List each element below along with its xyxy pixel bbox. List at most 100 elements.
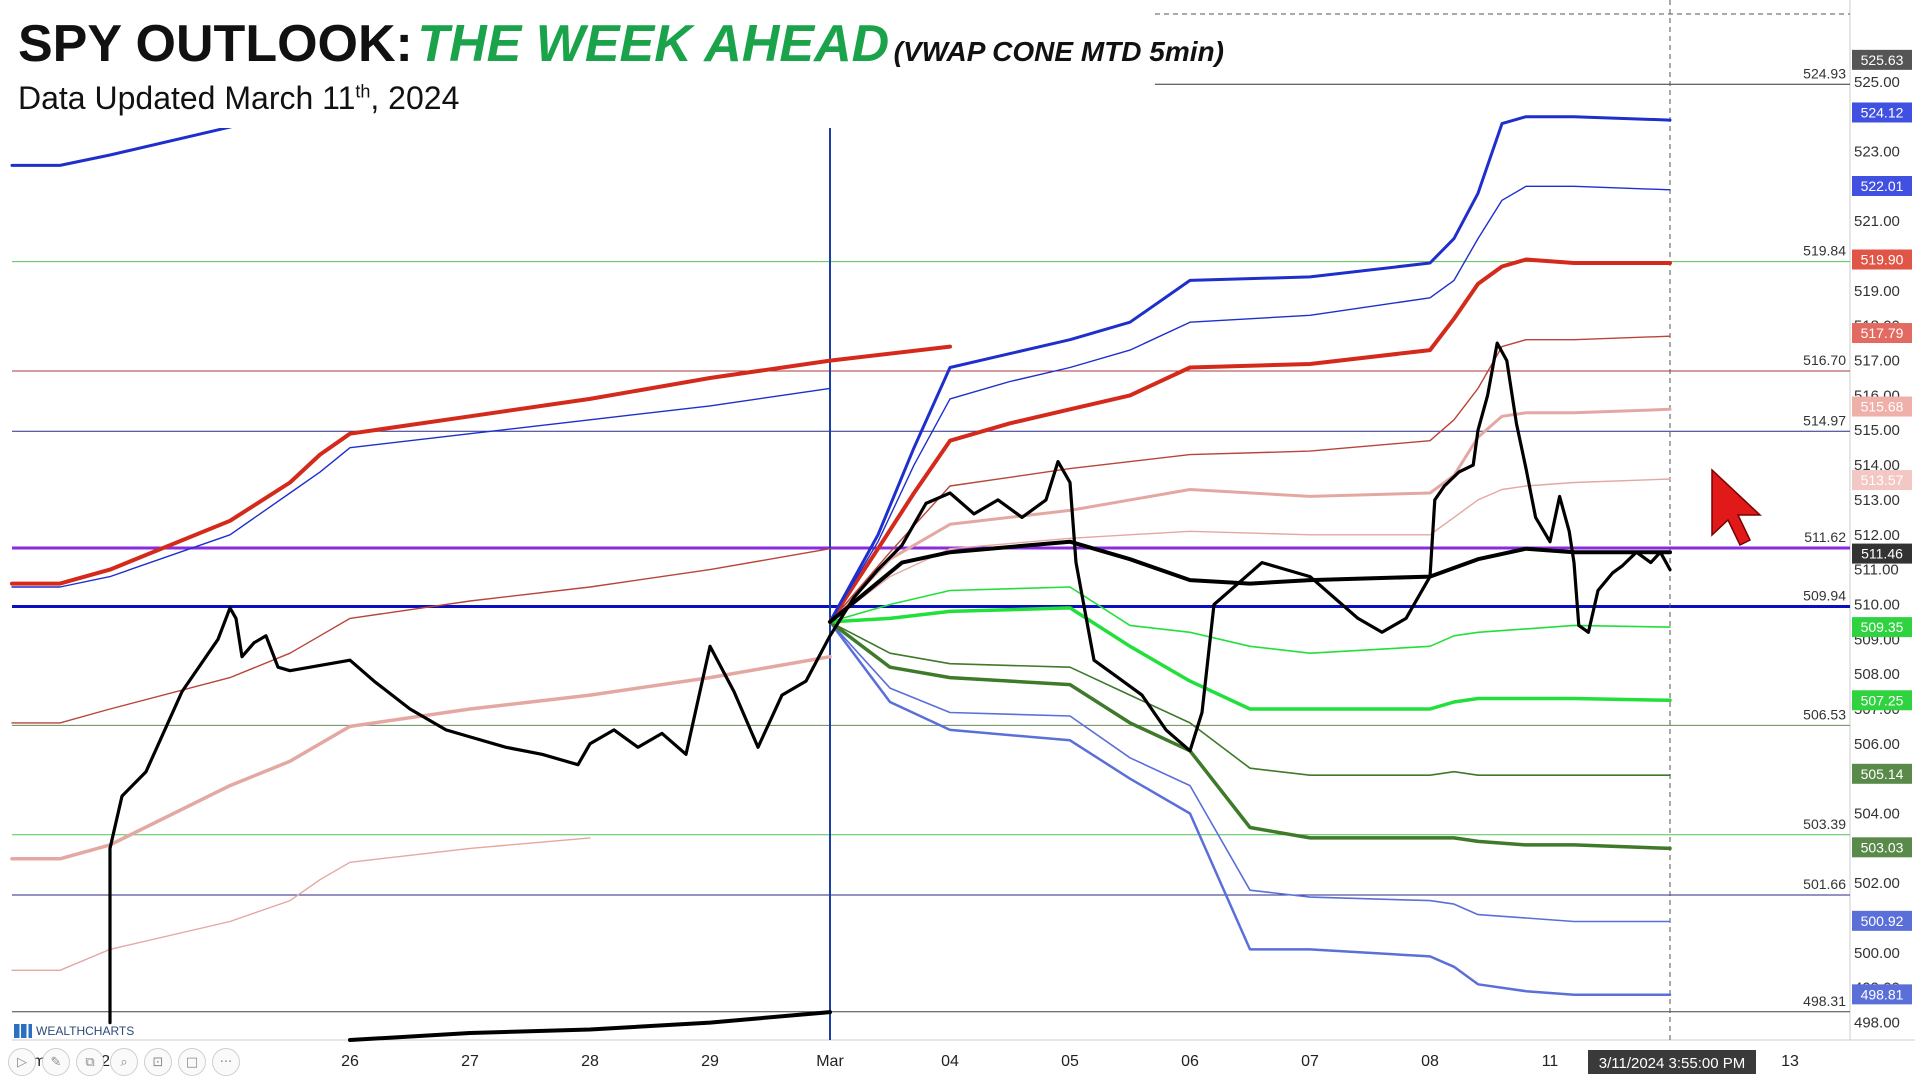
price-tag-12: 500.92: [1861, 913, 1904, 929]
y-tick-23: 521.00: [1854, 213, 1900, 230]
series-line-pink_mid: [828, 407, 1672, 624]
y-tick-16: 514.00: [1854, 457, 1900, 474]
price-tag-3: 519.90: [1861, 252, 1904, 268]
zoom-icon[interactable]: ⌕: [110, 1048, 138, 1076]
plot-background: [12, 0, 1850, 1040]
series-line-pink_pre: [10, 654, 832, 861]
price-tag-13: 498.81: [1861, 986, 1904, 1002]
series-line-pink_lite: [829, 478, 1671, 623]
y-tick-8: 506.00: [1854, 736, 1900, 753]
y-tick-6: 504.00: [1854, 806, 1900, 823]
x-tick-11: 07: [1301, 1053, 1319, 1070]
y-tick-17: 515.00: [1854, 422, 1900, 439]
price-tag-2: 522.01: [1861, 178, 1904, 194]
chart-title: SPY OUTLOOK: THE WEEK AHEAD (VWAP CONE M…: [18, 14, 1224, 74]
series-line-blue_top_pre: [11, 387, 831, 588]
price-tag-7: 511.46: [1861, 546, 1903, 562]
price-tag-bg-7: [1852, 543, 1912, 564]
y-tick-10: 508.00: [1854, 666, 1900, 683]
series-line-vwap_mid: [828, 539, 1672, 624]
title-panel: SPY OUTLOOK: THE WEEK AHEAD (VWAP CONE M…: [0, 0, 1224, 128]
price-tag-8: 509.35: [1861, 619, 1904, 635]
price-tag-5: 515.68: [1861, 399, 1904, 415]
y-tick-13: 511.00: [1854, 562, 1899, 579]
series-line-red_pre: [10, 344, 952, 586]
price-tag-bg-4: [1852, 323, 1912, 344]
series-line-green_hi: [829, 586, 1671, 654]
series-line-blue_top2: [829, 185, 1671, 623]
series-line-red_thin_pre: [11, 548, 831, 724]
y-tick-0: 498.00: [1854, 1015, 1900, 1032]
x-range-end-badge: [1588, 1050, 1756, 1074]
more-icon[interactable]: ···: [212, 1048, 240, 1076]
y-tick-15: 513.00: [1854, 492, 1900, 509]
y-tick-14: 512.00: [1854, 527, 1900, 544]
level-label-7: 503.39: [1803, 816, 1846, 832]
x-tick-10: 06: [1181, 1053, 1199, 1070]
price-tag-bg-5: [1852, 396, 1912, 417]
y-tick-12: 510.00: [1854, 596, 1900, 613]
x-range-end-label: 3/11/2024 3:55:00 PM: [1599, 1055, 1746, 1072]
camera-icon[interactable]: ⊡: [144, 1048, 172, 1076]
y-tick-21: 519.00: [1854, 283, 1900, 300]
price-tag-bg-12: [1852, 910, 1912, 931]
chart-toolbar: ▷ ✎ ⧉ ⌕ ⊡ □ ···: [8, 1047, 240, 1077]
price-tag-bg-11: [1852, 837, 1912, 858]
level-label-5: 509.94: [1803, 588, 1846, 604]
title-main: SPY OUTLOOK:: [18, 15, 413, 73]
price-tag-6: 513.57: [1861, 472, 1904, 488]
x-tick-15: 13: [1781, 1053, 1799, 1070]
level-label-2: 516.70: [1803, 352, 1846, 368]
x-tick-8: 04: [941, 1053, 959, 1070]
series-line-blue_lo: [829, 621, 1671, 923]
y-tick-2: 500.00: [1854, 945, 1900, 962]
price-tag-bg-13: [1852, 984, 1912, 1005]
level-label-3: 514.97: [1803, 412, 1846, 428]
title-accent: THE WEEK AHEAD: [417, 15, 890, 73]
red-arrow-cursor-icon: [1711, 468, 1762, 547]
x-tick-9: 05: [1061, 1053, 1079, 1070]
fullscreen-icon[interactable]: □: [178, 1048, 206, 1076]
draw-icon[interactable]: ✎: [42, 1048, 70, 1076]
title-note: (VWAP CONE MTD 5min): [893, 36, 1224, 67]
brand-mark-icon: [14, 1024, 32, 1038]
series-line-green_dk: [829, 621, 1671, 776]
level-label-0: 524.93: [1803, 65, 1846, 81]
x-tick-6: 29: [701, 1053, 719, 1070]
price-tag-bg-0: [1852, 49, 1912, 70]
series-line-green_mid: [828, 606, 1672, 711]
price-tag-bg-8: [1852, 617, 1912, 638]
price-tag-1: 524.12: [1861, 104, 1904, 120]
subtitle-sup: th: [355, 81, 371, 102]
price-tag-0: 525.63: [1861, 52, 1904, 68]
y-tick-25: 523.00: [1854, 143, 1900, 160]
x-tick-5: 28: [581, 1053, 599, 1070]
copy-icon[interactable]: ⧉: [76, 1048, 104, 1076]
chart-subtitle: Data Updated March 11th, 2024: [18, 80, 459, 117]
series-line-green_dk2: [828, 620, 1672, 851]
series-line-red_thin: [829, 335, 1671, 623]
y-tick-19: 517.00: [1854, 353, 1900, 370]
series-line-blue_top: [828, 115, 1672, 624]
price-tag-bg-1: [1852, 102, 1912, 123]
x-tick-12: 08: [1421, 1053, 1439, 1070]
series-line-blue_lo2: [828, 620, 1672, 996]
price-tag-bg-6: [1852, 470, 1912, 491]
level-label-6: 506.53: [1803, 706, 1846, 722]
x-tick-4: 27: [461, 1053, 479, 1070]
level-label-1: 519.84: [1803, 243, 1846, 259]
y-tick-4: 502.00: [1854, 875, 1900, 892]
price-tag-9: 507.25: [1861, 692, 1904, 708]
series-line-vwap_pre: [348, 1010, 832, 1042]
price-tag-bg-2: [1852, 175, 1912, 196]
brand-label: WEALTHCHARTS: [36, 1024, 135, 1038]
play-icon[interactable]: ▷: [8, 1048, 36, 1076]
x-tick-3: 26: [341, 1053, 359, 1070]
price-tag-bg-9: [1852, 690, 1912, 711]
price-tag-10: 505.14: [1861, 766, 1904, 782]
series-line-pink_pre2: [11, 837, 591, 971]
series-line-red_mid: [828, 257, 1672, 624]
series-line-price: [108, 341, 1672, 1025]
